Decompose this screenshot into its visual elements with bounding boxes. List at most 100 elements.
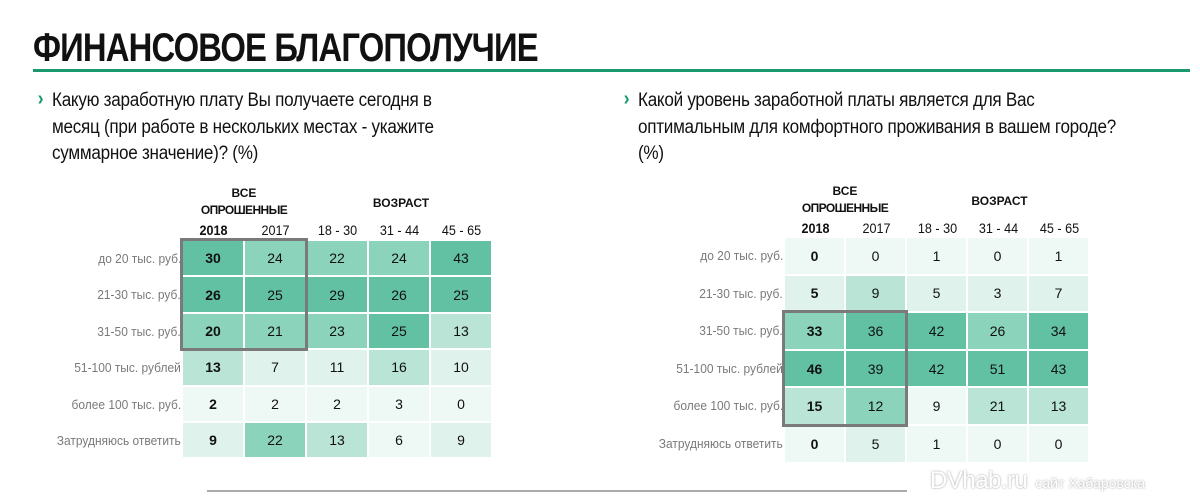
table-cell: 1: [907, 426, 966, 462]
table-cell: 9: [846, 275, 905, 312]
question-line: суммарное значение)? (%): [52, 143, 259, 164]
group-header-all: ОПРОШЕННЫЕ: [200, 203, 288, 217]
table-cell: 23: [307, 313, 367, 349]
row-label: Затрудняюсь ответить: [659, 436, 783, 451]
table-cell: 30: [183, 241, 243, 276]
row-label: 21-30 тыс. руб.: [97, 287, 181, 303]
table-cell: 16: [369, 350, 429, 385]
row-label: 31-50 тыс. руб.: [97, 323, 181, 339]
table-cell: 5: [907, 275, 966, 312]
row-label: более 100 тыс. руб.: [71, 396, 181, 412]
column-header: 45 - 65: [1039, 220, 1080, 236]
row-label: до 20 тыс. руб.: [699, 248, 783, 263]
group-header-age: ВОЗРАСТ: [971, 194, 1028, 208]
column-header: 2018: [199, 222, 228, 238]
watermark-logo: DVhab.ru сайт Хабаровска: [930, 468, 1145, 494]
table-cell: 36: [846, 313, 905, 349]
table-cell: 0: [968, 426, 1027, 462]
table-cell: 25: [369, 313, 429, 349]
table-cell: 3: [369, 386, 429, 421]
table-cell: 5: [846, 426, 905, 462]
table-cell: 22: [245, 423, 305, 458]
table-cell: 46: [785, 350, 844, 387]
table-cell: 13: [431, 313, 491, 349]
table-cell: 22: [307, 241, 367, 276]
table-cell: 0: [785, 238, 844, 274]
table-cell: 0: [1029, 426, 1088, 462]
table-cell: 12: [846, 388, 905, 424]
table-cell: 3: [968, 275, 1027, 312]
table-cell: 43: [1029, 350, 1088, 387]
table-cell: 2: [307, 386, 367, 421]
column-header: 18 - 30: [917, 220, 958, 236]
question-left: › Какую заработную плату Вы получаете се…: [38, 88, 434, 168]
row-label: Затрудняюсь ответить: [57, 433, 181, 448]
question-line: Какую заработную плату Вы получаете сего…: [52, 90, 432, 111]
table-cell: 39: [846, 350, 905, 387]
table-cell: 2: [245, 386, 305, 421]
group-header-all: ОПРОШЕННЫЕ: [801, 201, 889, 215]
table-cell: 0: [968, 238, 1027, 274]
table-cell: 21: [245, 313, 305, 349]
table-cell: 25: [245, 277, 305, 312]
group-header-all: ВСЕ: [832, 184, 858, 198]
column-header: 31 - 44: [978, 220, 1019, 236]
table-cell: 42: [907, 350, 966, 387]
table-cell: 0: [431, 386, 491, 421]
table-cell: 25: [431, 277, 491, 312]
table-cell: 15: [785, 388, 844, 424]
highlight-box: [782, 310, 908, 427]
table-cell: 43: [431, 241, 491, 276]
question-line: (%): [638, 143, 664, 164]
column-header: 45 - 65: [441, 222, 482, 238]
table-cell: 20: [183, 313, 243, 349]
table-cell: 10: [431, 350, 491, 385]
row-label: более 100 тыс. руб.: [673, 398, 783, 414]
question-line: оптимальным для комфортного проживания в…: [638, 116, 1116, 138]
highlight-box: [180, 238, 308, 352]
table-cell: 29: [307, 277, 367, 312]
table-cell: 26: [968, 313, 1027, 349]
title-divider: [33, 69, 1190, 72]
table-cell: 0: [846, 238, 905, 274]
watermark-tagline: сайт Хабаровска: [1035, 475, 1145, 491]
question-line: Какой уровень заработной платы является …: [638, 90, 1035, 111]
page-title: ФИНАНСОВОЕ БЛАГОПОЛУЧИЕ: [33, 26, 539, 70]
table-cell: 26: [369, 277, 429, 312]
table-cell: 1: [907, 238, 966, 274]
column-header: 2017: [261, 222, 290, 238]
table-cell: 7: [245, 350, 305, 385]
row-label: до 20 тыс. руб.: [97, 251, 181, 266]
table-cell: 9: [431, 423, 491, 458]
question-right: › Какой уровень заработной платы являетс…: [624, 88, 1117, 168]
table-cell: 1: [1029, 238, 1088, 274]
table-cell: 51: [968, 350, 1027, 387]
table-cell: 7: [1029, 275, 1088, 312]
row-label: 21-30 тыс. руб.: [699, 285, 783, 301]
bottom-divider: [207, 490, 907, 492]
group-header-all: ВСЕ: [231, 186, 257, 200]
column-header: 31 - 44: [379, 222, 420, 238]
table-cell: 34: [1029, 313, 1088, 349]
group-header-age: ВОЗРАСТ: [372, 196, 430, 210]
chevron-right-icon: ›: [37, 88, 44, 110]
table-cell: 26: [183, 277, 243, 312]
row-label: 51-100 тыс. рублей: [74, 360, 181, 376]
table-cell: 33: [785, 313, 844, 349]
table-cell: 9: [183, 423, 243, 458]
table-cell: 9: [907, 388, 966, 424]
table-cell: 13: [183, 350, 243, 385]
column-header: 2017: [862, 220, 891, 236]
table-cell: 2: [183, 386, 243, 421]
table-cell: 6: [369, 423, 429, 458]
table-cell: 13: [307, 423, 367, 458]
question-line: месяц (при работе в нескольких местах - …: [52, 116, 434, 138]
table-cell: 5: [785, 275, 844, 312]
table-cell: 24: [245, 241, 305, 276]
table-cell: 0: [785, 426, 844, 462]
column-header: 2018: [801, 220, 830, 236]
table-cell: 11: [307, 350, 367, 385]
row-label: 31-50 тыс. руб.: [699, 323, 783, 339]
table-cell: 24: [369, 241, 429, 276]
table-cell: 13: [1029, 388, 1088, 424]
